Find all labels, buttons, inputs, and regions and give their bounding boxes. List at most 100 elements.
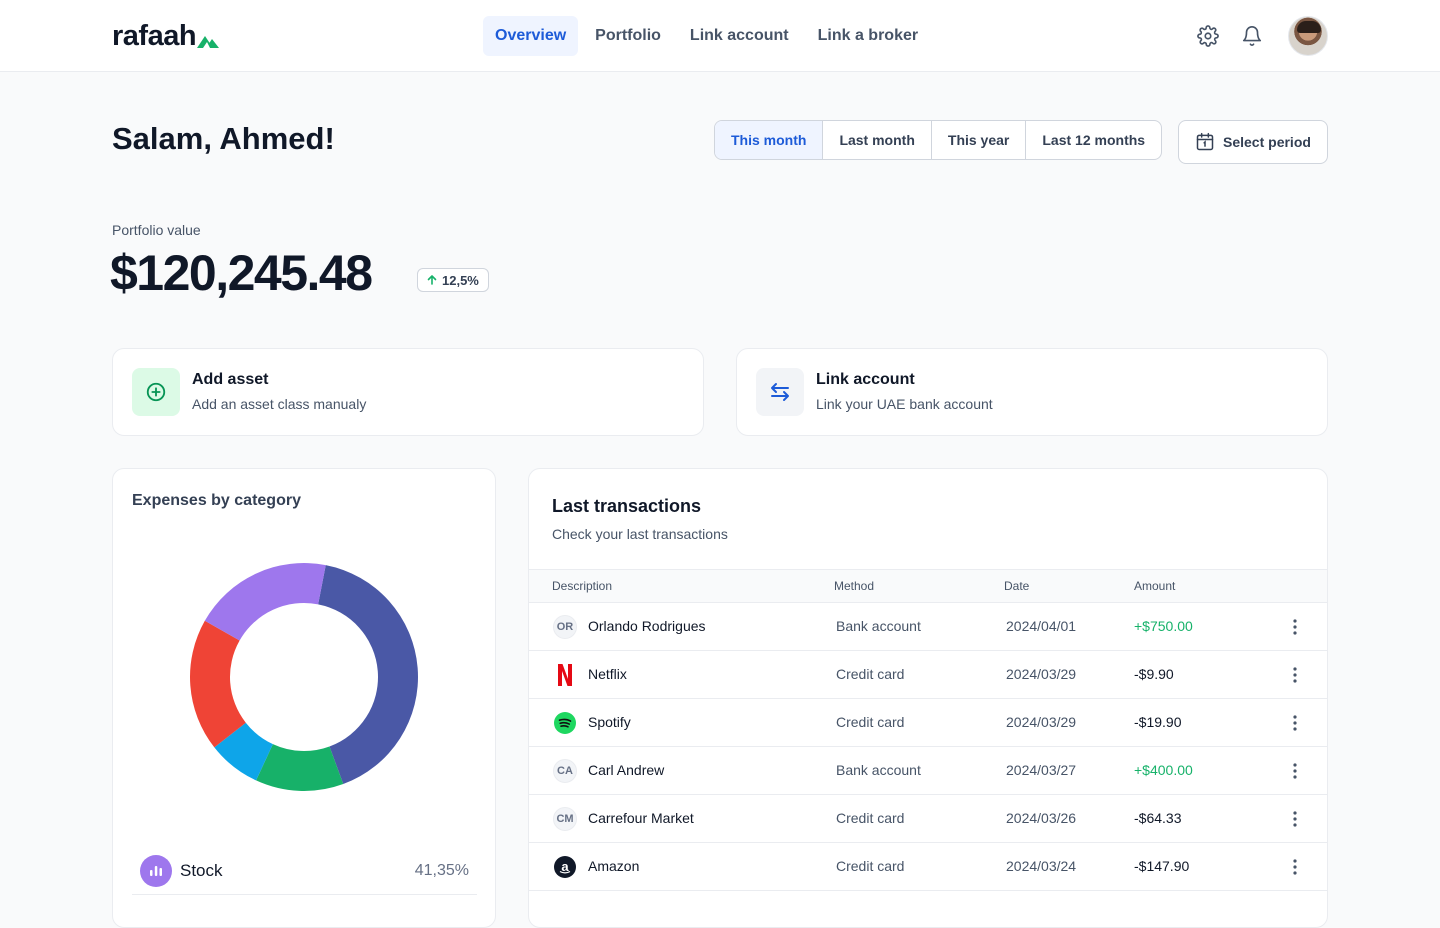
transaction-method: Credit card — [836, 666, 905, 682]
expenses-card: Expenses by category Stock 41,35% — [112, 468, 496, 928]
donut-slice-2[interactable] — [214, 722, 273, 781]
link-account-icon-wrap — [756, 368, 804, 416]
dots-vertical-icon — [1293, 859, 1297, 875]
netflix-logo-icon — [553, 663, 577, 687]
col-method[interactable]: Method — [834, 579, 875, 593]
transactions-subtitle: Check your last transactions — [552, 526, 728, 542]
initials-avatar: OR — [553, 615, 577, 639]
nav-portfolio[interactable]: Portfolio — [595, 27, 661, 44]
transaction-method: Bank account — [836, 762, 921, 778]
transaction-description: Orlando Rodrigues — [588, 618, 706, 634]
switch-horizontal-icon — [771, 383, 789, 401]
transaction-amount: -$64.33 — [1134, 810, 1182, 826]
donut-slice-1[interactable] — [256, 744, 344, 791]
table-header: Description Method Date Amount — [529, 569, 1327, 603]
table-row[interactable]: a Amazon Credit card 2024/03/24 -$147.90 — [529, 843, 1327, 891]
select-period-button[interactable]: Select period — [1178, 120, 1328, 164]
transaction-description: Netflix — [588, 666, 627, 682]
table-row[interactable]: Spotify Credit card 2024/03/29 -$19.90 — [529, 699, 1327, 747]
avatar[interactable] — [1288, 16, 1328, 56]
chart-bars-icon — [150, 865, 162, 876]
transaction-description: Amazon — [588, 858, 640, 874]
transaction-date: 2024/03/24 — [1006, 858, 1077, 874]
row-more-button[interactable] — [1285, 855, 1305, 879]
portfolio-value: $120,245.48 — [110, 245, 373, 301]
add-asset-title: Add asset — [192, 371, 269, 388]
link-account-card[interactable]: Link account Link your UAE bank account — [736, 348, 1328, 436]
add-asset-card[interactable]: Add asset Add an asset class manualy — [112, 348, 704, 436]
col-amount[interactable]: Amount — [1134, 579, 1176, 593]
col-description[interactable]: Description — [552, 579, 613, 593]
transaction-amount: -$9.90 — [1134, 666, 1174, 682]
transaction-amount: -$147.90 — [1134, 858, 1190, 874]
period-tabs: This month Last month This year Last 12 … — [714, 120, 1163, 160]
transactions-card: Last transactions Check your last transa… — [528, 468, 1328, 928]
transaction-method: Credit card — [836, 858, 905, 874]
row-more-button[interactable] — [1285, 807, 1305, 831]
transaction-amount: +$400.00 — [1134, 762, 1193, 778]
spotify-logo-icon — [553, 711, 577, 735]
donut-slice-3[interactable] — [189, 620, 246, 748]
main-nav: Overview Portfolio Link account Link a b… — [483, 16, 935, 56]
nav-link-broker[interactable]: Link a broker — [817, 27, 919, 44]
donut-slice-4[interactable] — [204, 563, 326, 641]
expenses-donut-chart — [189, 563, 418, 791]
dots-vertical-icon — [1293, 763, 1297, 779]
donut-slice-0[interactable] — [318, 565, 418, 785]
transaction-date: 2024/03/29 — [1006, 714, 1077, 730]
change-value: 12,5% — [442, 272, 479, 288]
tab-this-year[interactable]: This year — [932, 121, 1027, 159]
header-actions — [1188, 16, 1328, 56]
transaction-date: 2024/03/29 — [1006, 666, 1077, 682]
legend-name: Stock — [180, 860, 223, 880]
brand-logo[interactable]: rafaah — [112, 20, 221, 53]
table-row[interactable]: Netflix Credit card 2024/03/29 -$9.90 — [529, 651, 1327, 699]
expenses-title: Expenses by category — [132, 492, 301, 509]
transaction-description: Carrefour Market — [588, 810, 694, 826]
notifications-button[interactable] — [1232, 16, 1272, 56]
top-bar: rafaah Overview Portfolio Link account L… — [0, 0, 1440, 72]
transactions-title: Last transactions — [552, 496, 702, 516]
tab-last-12-months[interactable]: Last 12 months — [1042, 132, 1146, 148]
dots-vertical-icon — [1293, 811, 1297, 827]
dots-vertical-icon — [1293, 715, 1297, 731]
table-row[interactable]: CA Carl Andrew Bank account 2024/03/27 +$400… — [529, 747, 1327, 795]
transaction-date: 2024/03/27 — [1006, 762, 1077, 778]
add-asset-icon-wrap — [132, 368, 180, 416]
settings-button[interactable] — [1188, 16, 1228, 56]
row-more-button[interactable] — [1285, 759, 1305, 783]
transaction-method: Credit card — [836, 714, 905, 730]
transaction-amount: -$19.90 — [1134, 714, 1182, 730]
change-badge: 12,5% — [417, 268, 489, 292]
nav-link-account[interactable]: Link account — [689, 27, 789, 44]
transaction-date: 2024/03/26 — [1006, 810, 1077, 826]
dots-vertical-icon — [1293, 619, 1297, 635]
table-row[interactable]: OR Orlando Rodrigues Bank account 2024/04/0… — [529, 603, 1327, 651]
gear-icon — [1197, 25, 1219, 47]
add-asset-subtitle: Add an asset class manualy — [192, 396, 367, 412]
row-more-button[interactable] — [1285, 663, 1305, 687]
legend-item[interactable]: Stock 41,35% — [132, 847, 477, 895]
initials-avatar: CA — [553, 759, 577, 783]
row-more-button[interactable] — [1285, 711, 1305, 735]
svg-text:a: a — [561, 859, 569, 874]
tab-this-month[interactable]: This month — [715, 121, 824, 159]
row-more-button[interactable] — [1285, 615, 1305, 639]
bell-icon — [1242, 26, 1262, 46]
transaction-method: Bank account — [836, 618, 921, 634]
link-account-title: Link account — [816, 371, 915, 388]
col-date[interactable]: Date — [1004, 579, 1030, 593]
calendar-icon — [1196, 132, 1214, 151]
stock-category-icon — [140, 854, 172, 887]
nav-overview[interactable]: Overview — [483, 16, 579, 56]
table-row[interactable]: CM Carrefour Market Credit card 2024/03/26 -… — [529, 795, 1327, 843]
transaction-description: Carl Andrew — [588, 762, 665, 778]
brand-mark-icon — [197, 35, 220, 48]
transaction-description: Spotify — [588, 714, 631, 730]
link-account-subtitle: Link your UAE bank account — [816, 396, 993, 412]
transaction-date: 2024/04/01 — [1006, 618, 1077, 634]
brand-name: rafaah — [112, 20, 197, 52]
amazon-logo-icon: a — [553, 855, 577, 879]
tab-last-month[interactable]: Last month — [823, 121, 932, 159]
legend-percent: 41,35% — [414, 861, 469, 879]
